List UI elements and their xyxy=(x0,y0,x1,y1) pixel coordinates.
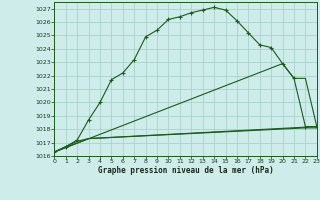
X-axis label: Graphe pression niveau de la mer (hPa): Graphe pression niveau de la mer (hPa) xyxy=(98,166,274,175)
